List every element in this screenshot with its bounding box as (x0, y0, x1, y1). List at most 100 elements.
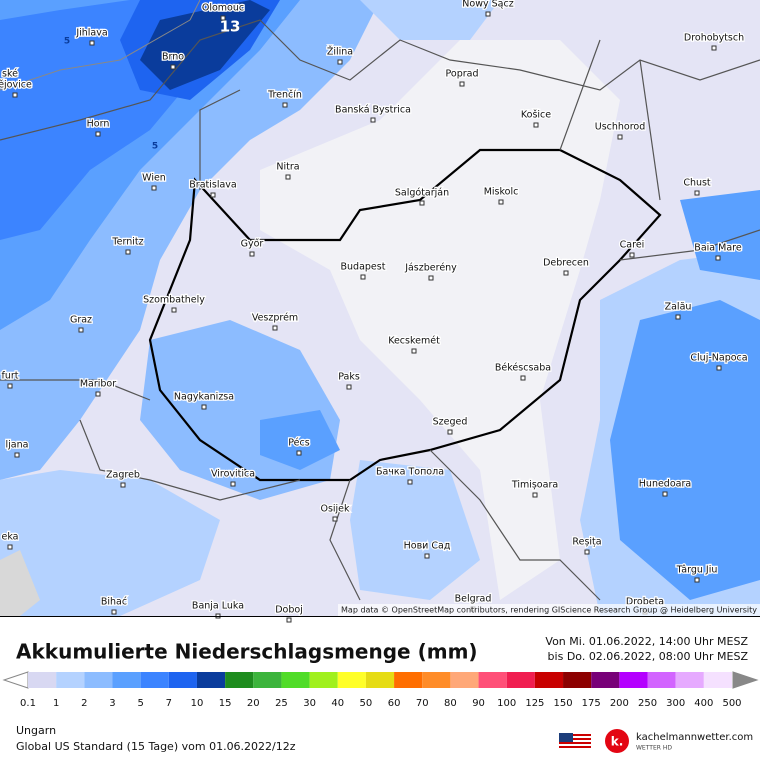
city-dot (520, 375, 526, 381)
legend-swatch (422, 672, 451, 688)
city-dot (485, 11, 491, 17)
city-dot (584, 549, 590, 555)
city-label: Szombathely (143, 295, 205, 306)
city-label: Olomouc (202, 3, 244, 14)
city-dot (346, 384, 352, 390)
legend-swatch (28, 672, 57, 688)
brand[interactable]: kachelmannwetter.com (636, 732, 753, 743)
city-dot (459, 81, 465, 87)
city-dot (151, 185, 157, 191)
city-dot (360, 274, 366, 280)
city-dot (7, 81, 13, 87)
legend-swatch (478, 672, 507, 688)
legend-swatch (309, 672, 338, 688)
city-label: ské (2, 69, 18, 80)
legend-swatch (84, 672, 113, 688)
contour-label: 5 (64, 37, 70, 47)
city-dot (120, 482, 126, 488)
city-label: Carei (620, 240, 645, 251)
city-dot (675, 314, 681, 320)
flag (559, 733, 591, 751)
legend-swatch (281, 672, 310, 688)
legend-swatch (196, 672, 226, 688)
city-dot (419, 200, 425, 206)
city-label: Бачка Топола (376, 467, 444, 478)
city-label: Bratislava (189, 180, 236, 191)
legend-swatch (225, 672, 254, 688)
legend-swatch (394, 672, 423, 688)
city-label: Bihać (101, 597, 127, 608)
city-label: Wien (142, 173, 166, 184)
city-dot (332, 516, 338, 522)
city-label: Pécs (288, 438, 309, 449)
legend-tick-label: 80 (444, 698, 457, 709)
city-dot (201, 404, 207, 410)
city-label: Košice (521, 110, 551, 121)
city-dot (370, 117, 376, 123)
legend-tick-label: 25 (275, 698, 288, 709)
legend-tick-label: 60 (388, 698, 401, 709)
city-dot (694, 577, 700, 583)
city-dot (7, 383, 13, 389)
city-label: Belgrad (455, 594, 492, 605)
city-label: Zalău (665, 302, 692, 313)
city-label: Drohobytsch (684, 33, 744, 44)
legend-swatch (140, 672, 169, 688)
brand-sub: WETTER HD (636, 745, 672, 752)
city-dot (170, 64, 176, 70)
region: Ungarn (16, 724, 56, 737)
city-label: Banja Luka (192, 601, 244, 612)
legend-swatch (619, 672, 648, 688)
city-label: Brno (162, 52, 184, 63)
legend-swatch (506, 672, 535, 688)
city-dot (629, 252, 635, 258)
city-dot (285, 174, 291, 180)
legend-swatch (56, 672, 85, 688)
city-dot (230, 481, 236, 487)
city-dot (563, 270, 569, 276)
legend: 0.1 1 2 3 5 7 10 15 20 25 30 40 50 60 70 80 90 100 125 150 1… (2, 671, 759, 709)
legend-tick-label: 15 (219, 698, 232, 709)
city-dot (95, 131, 101, 137)
city-dot (694, 190, 700, 196)
city-label: Miskolc (484, 187, 519, 198)
legend-tick-label: 30 (303, 698, 316, 709)
city-label: Salgótarján (395, 188, 449, 199)
legend-tick-label: 40 (331, 698, 344, 709)
city-label: Poprad (446, 69, 479, 80)
city-label: Reșița (572, 537, 601, 548)
city-dot (428, 275, 434, 281)
city-label: Budapest (341, 262, 386, 273)
legend-swatch (675, 672, 704, 688)
city-label: Cluj-Napoca (690, 353, 747, 364)
city-label: Doboj (275, 605, 303, 616)
svg-text:k.: k. (611, 735, 624, 749)
contour-labels: 13 5 5 (64, 18, 241, 152)
city-label: ějovice (0, 80, 32, 91)
contour-label: 5 (152, 142, 158, 152)
city-dot (14, 452, 20, 458)
attribution: Map data © OpenStreetMap contributors, r… (341, 606, 757, 615)
legend-tick-label: 500 (722, 698, 741, 709)
legend-tick-label: 100 (497, 698, 516, 709)
logo (605, 729, 629, 753)
legend-swatch (253, 672, 282, 688)
legend-tick-label: 90 (472, 698, 485, 709)
city-label: Nitra (276, 162, 299, 173)
legend-tick-label: 1 (53, 698, 59, 709)
city-label: ljana (6, 440, 29, 451)
legend-tick-label: 175 (582, 698, 601, 709)
city-dot (12, 92, 18, 98)
city-label: Kecskemét (388, 336, 440, 347)
city-dot (7, 544, 13, 550)
legend-swatch (168, 672, 197, 688)
city-label: Virovitica (211, 469, 255, 480)
city-dot (337, 59, 343, 65)
date-from: Von Mi. 01.06.2022, 14:00 Uhr MESZ (545, 635, 748, 648)
legend-tick-label: 50 (360, 698, 373, 709)
city-label: Nagykanizsa (174, 392, 234, 403)
city-dot (715, 255, 721, 261)
legend-tick-label: 70 (416, 698, 429, 709)
city-dot (411, 348, 417, 354)
contour-label: 13 (220, 18, 241, 36)
